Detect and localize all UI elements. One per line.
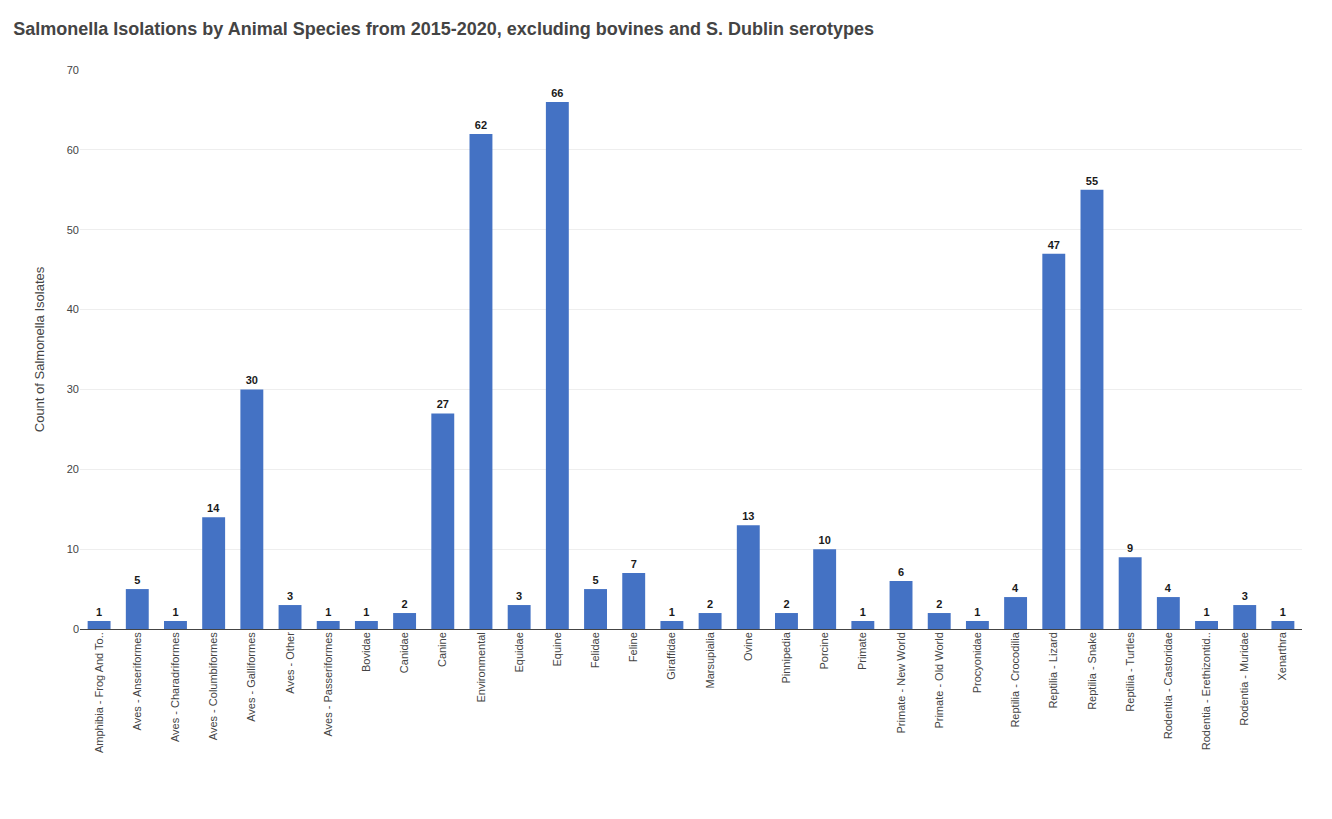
svg-text:Canine: Canine <box>436 632 448 667</box>
svg-text:Count of Salmonella Isolates: Count of Salmonella Isolates <box>32 266 47 432</box>
svg-text:5: 5 <box>134 574 140 586</box>
svg-text:13: 13 <box>742 510 754 522</box>
svg-text:6: 6 <box>898 566 904 578</box>
svg-text:2: 2 <box>707 598 713 610</box>
svg-text:Salmonella Isolations by Anima: Salmonella Isolations by Animal Species … <box>13 19 874 39</box>
svg-text:1: 1 <box>96 606 102 618</box>
svg-text:Reptilia - Lizard: Reptilia - Lizard <box>1047 632 1059 708</box>
svg-text:Ovine: Ovine <box>742 632 754 661</box>
svg-text:Primate - Old World: Primate - Old World <box>933 632 945 728</box>
svg-text:60: 60 <box>67 144 79 156</box>
svg-text:Xenarthra: Xenarthra <box>1276 631 1288 680</box>
svg-text:5: 5 <box>592 574 598 586</box>
svg-text:20: 20 <box>67 463 79 475</box>
svg-text:Equidae: Equidae <box>513 632 525 672</box>
svg-text:1: 1 <box>363 606 369 618</box>
svg-text:55: 55 <box>1086 175 1098 187</box>
svg-text:Aves - Anseriformes: Aves - Anseriformes <box>131 632 143 731</box>
svg-text:Primate: Primate <box>856 632 868 670</box>
svg-text:70: 70 <box>67 64 79 76</box>
svg-text:1: 1 <box>860 606 866 618</box>
svg-text:0: 0 <box>73 623 79 635</box>
svg-text:9: 9 <box>1127 542 1133 554</box>
svg-text:Porcine: Porcine <box>818 632 830 669</box>
svg-text:Aves - Galliformes: Aves - Galliformes <box>245 632 257 722</box>
svg-text:3: 3 <box>516 590 522 602</box>
svg-text:Procyonidae: Procyonidae <box>971 632 983 693</box>
svg-text:2: 2 <box>402 598 408 610</box>
svg-text:1: 1 <box>172 606 178 618</box>
svg-text:2: 2 <box>783 598 789 610</box>
svg-text:Environmental: Environmental <box>475 632 487 702</box>
svg-text:Giraffidae: Giraffidae <box>665 632 677 680</box>
svg-text:Amphibia - Frog And To..: Amphibia - Frog And To.. <box>93 632 105 753</box>
svg-text:1: 1 <box>325 606 331 618</box>
svg-text:Marsupialia: Marsupialia <box>704 631 716 688</box>
svg-text:3: 3 <box>1242 590 1248 602</box>
svg-text:1: 1 <box>974 606 980 618</box>
svg-text:1: 1 <box>1280 606 1286 618</box>
svg-text:7: 7 <box>631 558 637 570</box>
svg-text:47: 47 <box>1048 239 1060 251</box>
svg-text:40: 40 <box>67 303 79 315</box>
svg-text:Pinnipedia: Pinnipedia <box>780 631 792 683</box>
svg-text:10: 10 <box>819 534 831 546</box>
svg-text:Aves - Charadriformes: Aves - Charadriformes <box>169 632 181 742</box>
svg-text:Aves - Columbiformes: Aves - Columbiformes <box>207 632 219 740</box>
svg-text:27: 27 <box>437 398 449 410</box>
svg-text:Bovidae: Bovidae <box>360 632 372 672</box>
svg-text:Equine: Equine <box>551 632 563 666</box>
svg-text:Canidae: Canidae <box>398 632 410 673</box>
svg-text:4: 4 <box>1165 582 1172 594</box>
svg-text:30: 30 <box>246 374 258 386</box>
svg-text:Rodentia - Erethizontid..: Rodentia - Erethizontid.. <box>1200 632 1212 750</box>
svg-text:Reptilia - Snake: Reptilia - Snake <box>1086 632 1098 710</box>
svg-text:Rodentia - Castoridae: Rodentia - Castoridae <box>1162 632 1174 739</box>
svg-text:Reptilia - Turtles: Reptilia - Turtles <box>1124 632 1136 712</box>
svg-text:4: 4 <box>1012 582 1019 594</box>
svg-text:Reptilia - Crocodilia: Reptilia - Crocodilia <box>1009 631 1021 727</box>
svg-text:Feline: Feline <box>627 632 639 662</box>
svg-text:30: 30 <box>67 383 79 395</box>
svg-text:62: 62 <box>475 119 487 131</box>
svg-text:Felidae: Felidae <box>589 632 601 668</box>
svg-text:Aves - Passeriformes: Aves - Passeriformes <box>322 632 334 737</box>
svg-text:Primate - New World: Primate - New World <box>895 632 907 733</box>
svg-text:3: 3 <box>287 590 293 602</box>
svg-text:Rodentia - Muridae: Rodentia - Muridae <box>1238 632 1250 726</box>
svg-text:2: 2 <box>936 598 942 610</box>
svg-text:14: 14 <box>207 502 220 514</box>
svg-text:1: 1 <box>1203 606 1209 618</box>
svg-text:10: 10 <box>67 543 79 555</box>
svg-text:1: 1 <box>669 606 675 618</box>
svg-text:Aves - Other: Aves - Other <box>284 632 296 694</box>
svg-text:66: 66 <box>551 87 563 99</box>
svg-text:50: 50 <box>67 224 79 236</box>
